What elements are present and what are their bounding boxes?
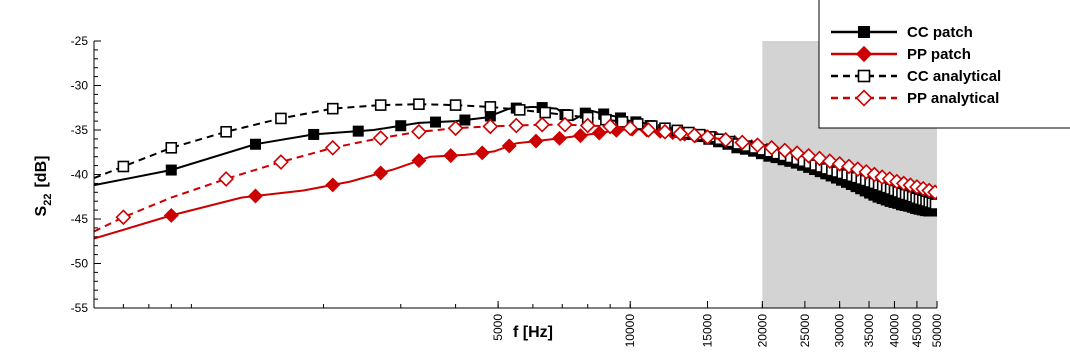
series-marker xyxy=(572,128,588,144)
series-marker xyxy=(372,130,389,146)
legend-box xyxy=(818,0,1070,129)
series-marker xyxy=(929,198,937,210)
y-axis-title-subscript: 22 xyxy=(42,194,54,206)
series-marker xyxy=(163,207,179,223)
series-marker xyxy=(447,120,464,137)
x-tick-label: 5000 xyxy=(491,314,505,341)
series-pp-analytical xyxy=(94,116,937,233)
series-marker xyxy=(776,142,793,159)
series-marker xyxy=(557,116,573,133)
series-marker xyxy=(324,139,341,156)
y-tick-label: -55 xyxy=(71,301,89,315)
legend-label: CC analytical xyxy=(907,68,1001,85)
series-marker xyxy=(352,125,364,137)
series-marker xyxy=(165,142,178,154)
legend-marker xyxy=(855,45,873,63)
series-marker xyxy=(699,129,716,146)
series-marker xyxy=(534,116,551,133)
y-axis-title-unit: [dB] xyxy=(33,156,50,188)
series-marker xyxy=(800,147,817,164)
y-tick-label: -30 xyxy=(71,79,89,93)
series-marker xyxy=(165,164,177,176)
x-tick-label: 40000 xyxy=(887,314,901,348)
series-marker xyxy=(927,184,937,201)
y-tick-label: -35 xyxy=(71,123,89,137)
series-marker xyxy=(459,114,471,126)
series-marker xyxy=(591,125,607,141)
series-marker xyxy=(513,104,526,116)
x-tick-label: 10000 xyxy=(623,314,637,348)
series-marker xyxy=(508,117,525,134)
legend-label: CC patch xyxy=(907,24,973,41)
series-marker xyxy=(117,160,130,173)
x-axis-title: f [Hz] xyxy=(513,324,553,341)
y-tick-label: -40 xyxy=(71,168,89,182)
series-marker xyxy=(449,99,462,111)
x-tick-label: 25000 xyxy=(798,314,812,348)
x-tick-label: 30000 xyxy=(833,314,847,348)
series-marker xyxy=(248,188,263,204)
y-axis-title: S22 [dB] xyxy=(33,156,54,217)
series-marker xyxy=(115,209,132,226)
series-marker xyxy=(484,101,497,113)
series-marker xyxy=(657,123,673,140)
series-marker xyxy=(474,145,490,161)
series-marker xyxy=(622,120,639,137)
y-tick-label: -45 xyxy=(71,212,89,226)
series-marker xyxy=(411,153,427,169)
legend-marker xyxy=(858,26,870,38)
series-marker xyxy=(789,145,805,162)
series-marker xyxy=(501,138,517,154)
series-marker xyxy=(374,99,387,111)
series-marker xyxy=(308,128,320,140)
series-marker xyxy=(763,139,780,156)
legend-marker xyxy=(855,89,873,107)
y-tick-label: -25 xyxy=(71,34,89,48)
series-marker xyxy=(430,116,442,128)
y-tick-label: -50 xyxy=(71,257,89,271)
legend-marker xyxy=(857,69,871,83)
series-marker xyxy=(411,123,427,140)
series-marker xyxy=(539,106,551,119)
series-marker xyxy=(413,98,425,110)
series-marker xyxy=(373,165,389,181)
y-axis-title-main: S xyxy=(33,205,50,216)
svg-text:S22[dB]: S22 [dB] xyxy=(33,156,54,217)
x-tick-label: 45000 xyxy=(910,314,924,348)
series-marker xyxy=(482,118,499,135)
x-tick-label: 20000 xyxy=(755,314,769,348)
series-marker xyxy=(443,148,459,164)
series-marker xyxy=(249,138,261,150)
series-marker xyxy=(218,171,234,187)
series-marker xyxy=(717,131,734,148)
series-marker xyxy=(325,177,341,193)
series-marker xyxy=(672,125,689,142)
series-marker xyxy=(395,120,407,132)
x-tick-label: 50000 xyxy=(930,314,944,348)
legend: CC patch PP patch CC analytical PP analytic… xyxy=(818,0,1070,129)
series-marker xyxy=(528,133,544,149)
series-marker xyxy=(686,127,703,144)
legend-label: PP analytical xyxy=(907,90,999,107)
series-marker xyxy=(749,137,766,154)
x-tick-label: 35000 xyxy=(862,314,876,348)
legend-label: PP patch xyxy=(907,46,971,63)
series-marker xyxy=(552,130,567,146)
series-marker xyxy=(640,122,657,138)
x-tick-label: 15000 xyxy=(701,314,715,348)
series-marker xyxy=(220,125,232,138)
series-marker xyxy=(273,154,289,170)
series-marker xyxy=(734,134,751,151)
series-marker xyxy=(579,117,596,134)
series-marker xyxy=(602,118,619,135)
series-marker xyxy=(326,102,339,115)
series-marker xyxy=(275,112,287,125)
